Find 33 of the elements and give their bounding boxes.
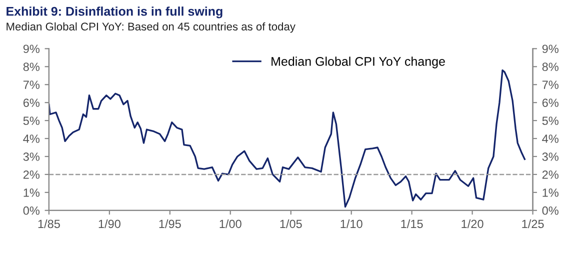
x-tick-label: 1/05 bbox=[280, 219, 302, 228]
y2-tick-label: 9% bbox=[542, 44, 558, 54]
x-tick-label: 1/90 bbox=[98, 219, 120, 228]
chart-title: Exhibit 9: Disinflation is in full swing bbox=[6, 6, 222, 18]
x-tick-label: 1/00 bbox=[220, 219, 242, 228]
y2-tick-label: 7% bbox=[542, 80, 558, 89]
x-tick-label: 1/15 bbox=[401, 219, 423, 228]
y-tick-label: 7% bbox=[23, 80, 40, 89]
y-tick-label: 0% bbox=[23, 206, 40, 215]
x-tick-label: 1/95 bbox=[159, 219, 181, 228]
y-tick-label: 9% bbox=[23, 44, 40, 54]
x-tick-label: 1/25 bbox=[522, 219, 544, 228]
chart-subtitle: Median Global CPI YoY: Based on 45 countries as of today bbox=[6, 22, 296, 33]
y-tick-label: 2% bbox=[23, 170, 40, 179]
y2-tick-label: 6% bbox=[542, 98, 558, 107]
y-tick-label: 1% bbox=[24, 188, 40, 197]
x-tick-label: 1/85 bbox=[38, 219, 60, 228]
y-tick-label: 8% bbox=[23, 62, 40, 72]
y-tick-label: 6% bbox=[23, 98, 40, 107]
x-tick-label: 1/20 bbox=[462, 219, 484, 228]
y-tick-label: 4% bbox=[23, 134, 40, 143]
y2-tick-label: 1% bbox=[542, 188, 558, 197]
y2-tick-label: 4% bbox=[542, 134, 558, 143]
y2-tick-label: 0% bbox=[542, 206, 558, 215]
y2-tick-label: 2% bbox=[542, 170, 558, 179]
line-series bbox=[48, 69, 526, 208]
x-tick-label: 1/10 bbox=[340, 219, 362, 228]
legend-label: Median Global CPI YoY change bbox=[272, 56, 445, 68]
y-tick-label: 5% bbox=[23, 116, 40, 125]
y-tick-label: 3% bbox=[23, 152, 40, 161]
y2-tick-label: 3% bbox=[542, 152, 558, 161]
y2-tick-label: 5% bbox=[542, 116, 558, 125]
y2-tick-label: 8% bbox=[542, 62, 558, 72]
